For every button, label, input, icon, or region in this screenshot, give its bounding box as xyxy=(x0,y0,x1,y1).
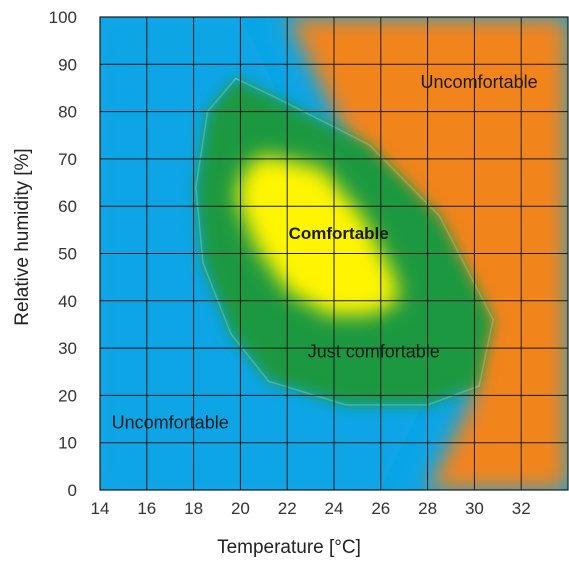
x-tick-label: 18 xyxy=(184,499,203,518)
zone-label: Comfortable xyxy=(289,224,389,243)
y-axis-title: Relative humidity [%] xyxy=(12,148,33,325)
y-tick-label: 100 xyxy=(49,8,77,27)
y-tick-label: 40 xyxy=(58,292,77,311)
y-tick-label: 50 xyxy=(58,245,77,264)
x-tick-label: 24 xyxy=(325,499,344,518)
x-tick-label: 20 xyxy=(231,499,250,518)
y-tick-label: 60 xyxy=(58,197,77,216)
y-tick-label: 10 xyxy=(58,434,77,453)
x-axis-title: Temperature [°C] xyxy=(217,537,361,558)
plot-frame xyxy=(99,16,569,491)
y-tick-label: 0 xyxy=(68,481,77,500)
x-tick-label: 22 xyxy=(278,499,297,518)
x-axis-ticks: 14 16 18 20 22 24 26 28 30 32 xyxy=(91,499,531,518)
zone-label: Uncomfortable xyxy=(112,413,229,433)
x-tick-label: 16 xyxy=(137,499,156,518)
grid xyxy=(100,17,568,490)
plot-area xyxy=(100,17,568,490)
y-tick-label: 20 xyxy=(58,386,77,405)
y-tick-label: 80 xyxy=(58,103,77,122)
x-tick-label: 14 xyxy=(91,499,110,518)
y-axis-ticks: 0 10 20 30 40 50 60 70 80 90 100 xyxy=(49,8,77,500)
x-tick-label: 28 xyxy=(418,499,437,518)
zone-comfortable xyxy=(235,154,400,315)
zone-label: Just comfortable xyxy=(308,342,440,362)
x-tick-label: 26 xyxy=(371,499,390,518)
y-tick-label: 30 xyxy=(58,339,77,358)
x-tick-label: 30 xyxy=(465,499,484,518)
x-tick-label: 32 xyxy=(512,499,531,518)
zone-annotations: Uncomfortable Comfortable Just comfortable… xyxy=(112,72,538,433)
y-tick-label: 90 xyxy=(58,55,77,74)
zone-label: Uncomfortable xyxy=(421,72,538,92)
y-tick-label: 70 xyxy=(58,150,77,169)
